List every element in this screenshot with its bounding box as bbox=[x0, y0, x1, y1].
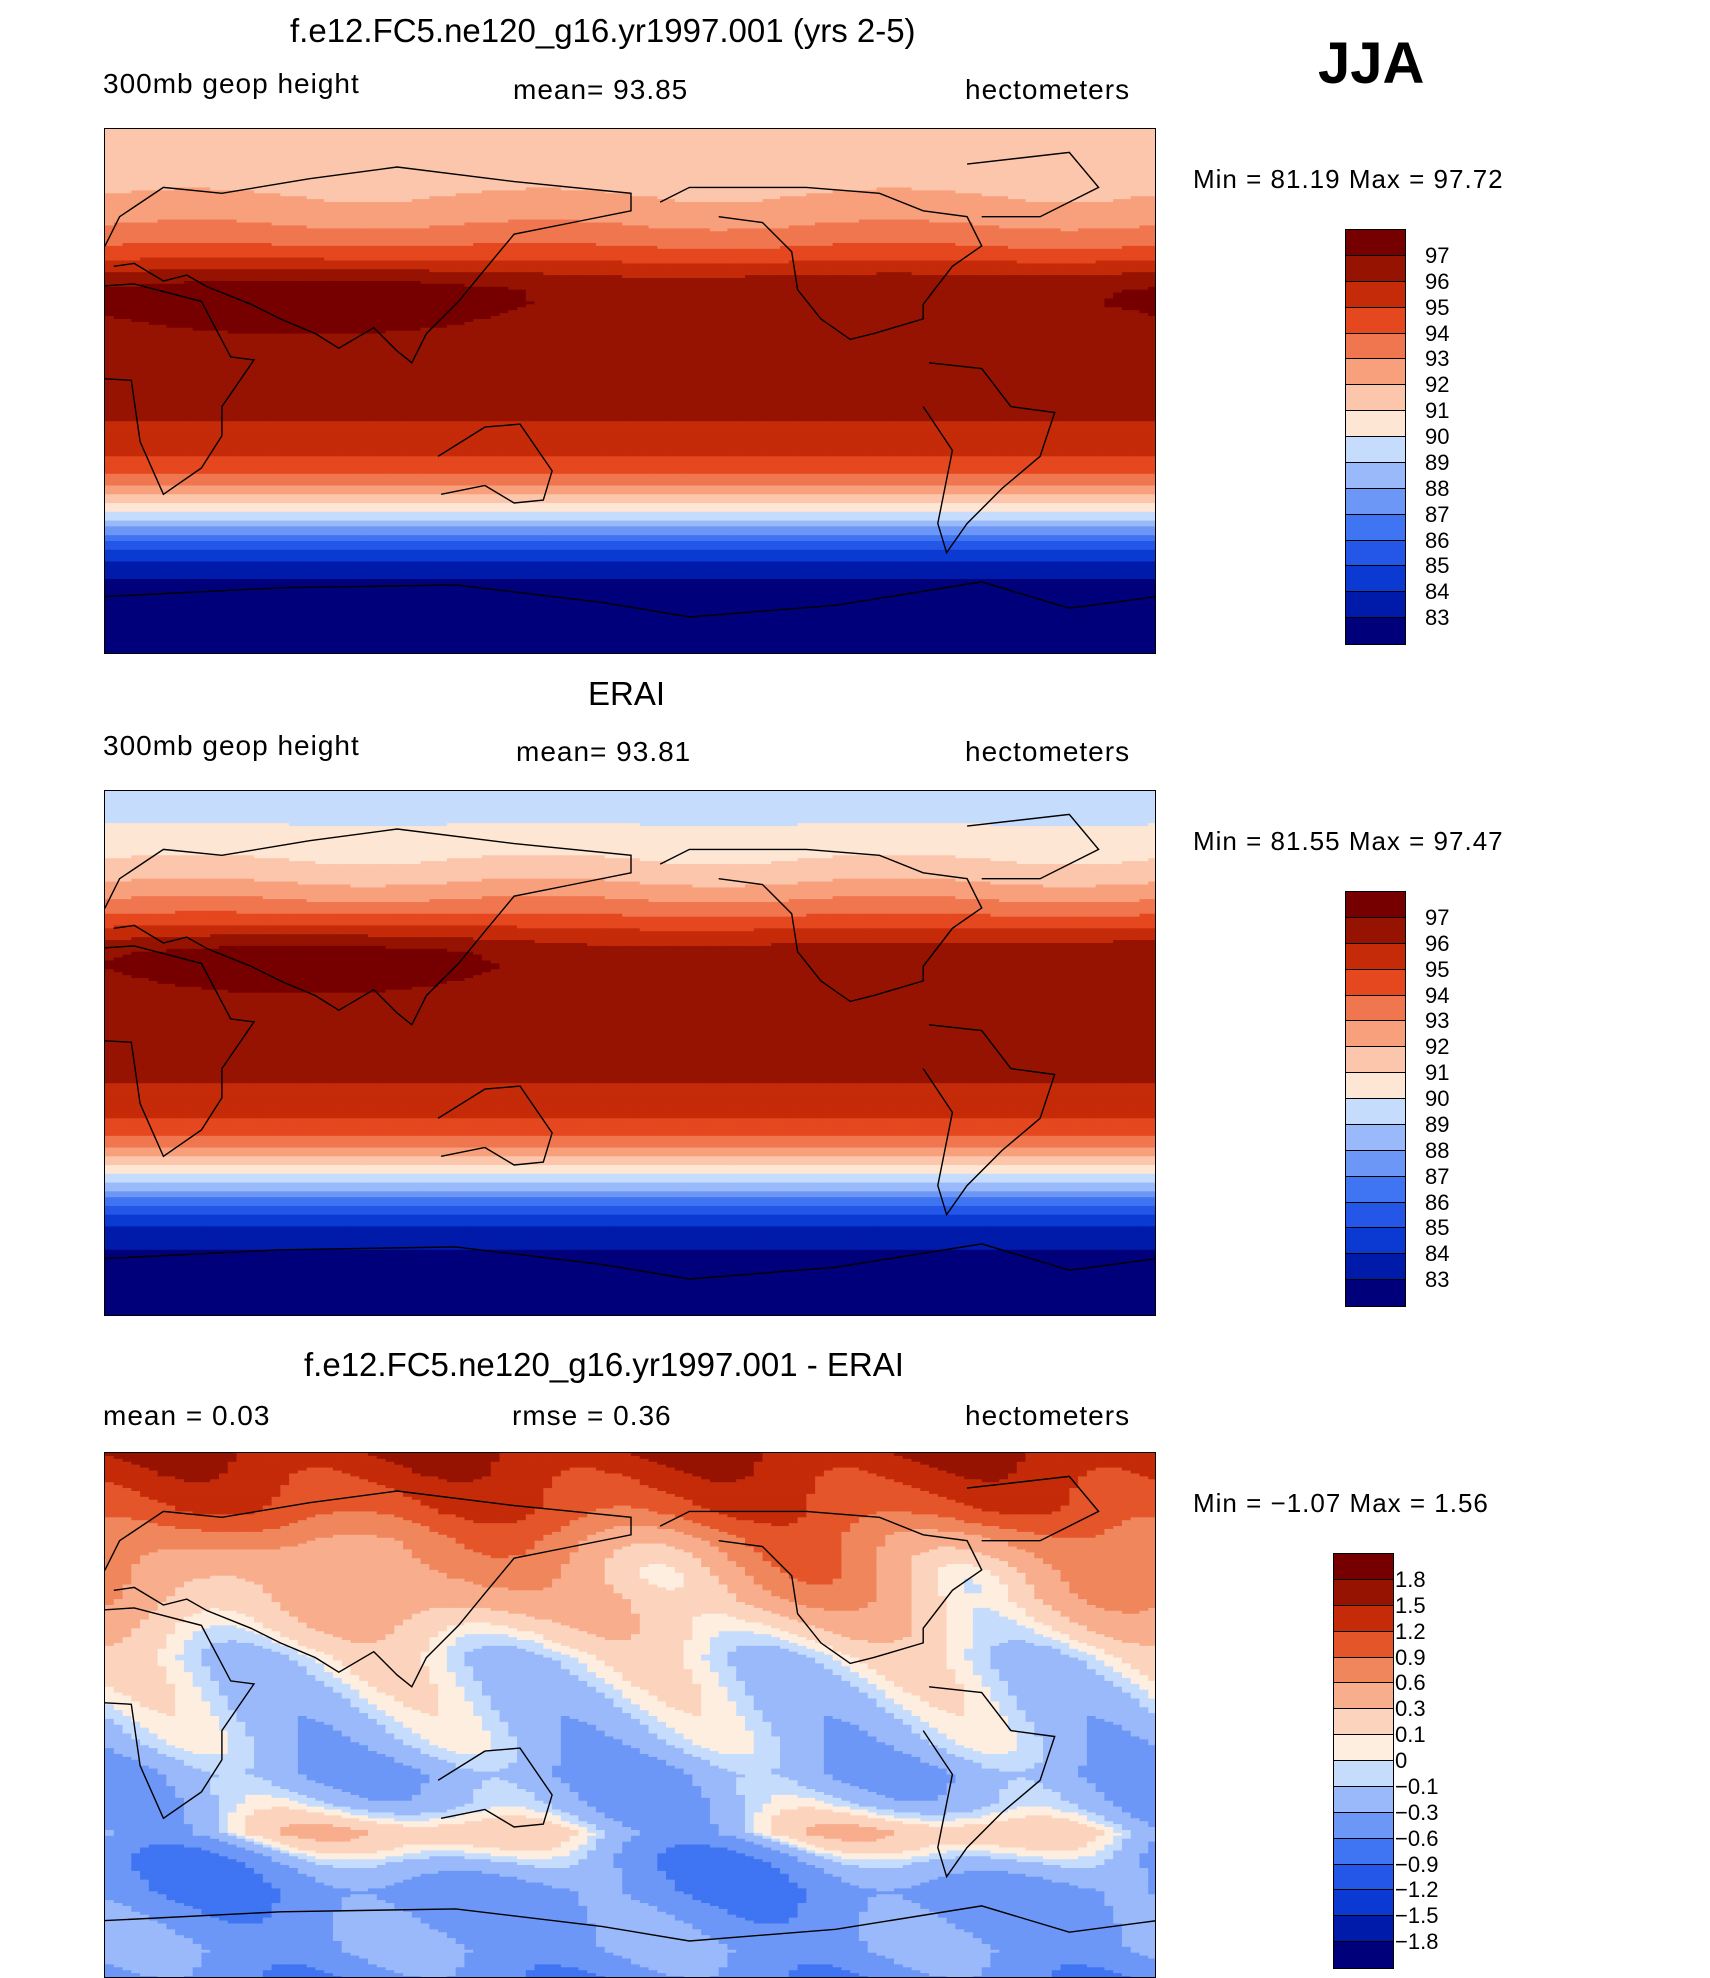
panel1-mean-label: mean= 93.85 bbox=[513, 74, 688, 106]
panel1-map bbox=[104, 128, 1156, 654]
season-label: JJA bbox=[1318, 30, 1424, 97]
panel1-contour-field bbox=[105, 129, 1156, 654]
panel1-variable-label: 300mb geop height bbox=[103, 68, 360, 100]
panel1-title: f.e12.FC5.ne120_g16.yr1997.001 (yrs 2-5) bbox=[290, 12, 916, 50]
panel1-units-label: hectometers bbox=[965, 74, 1130, 106]
